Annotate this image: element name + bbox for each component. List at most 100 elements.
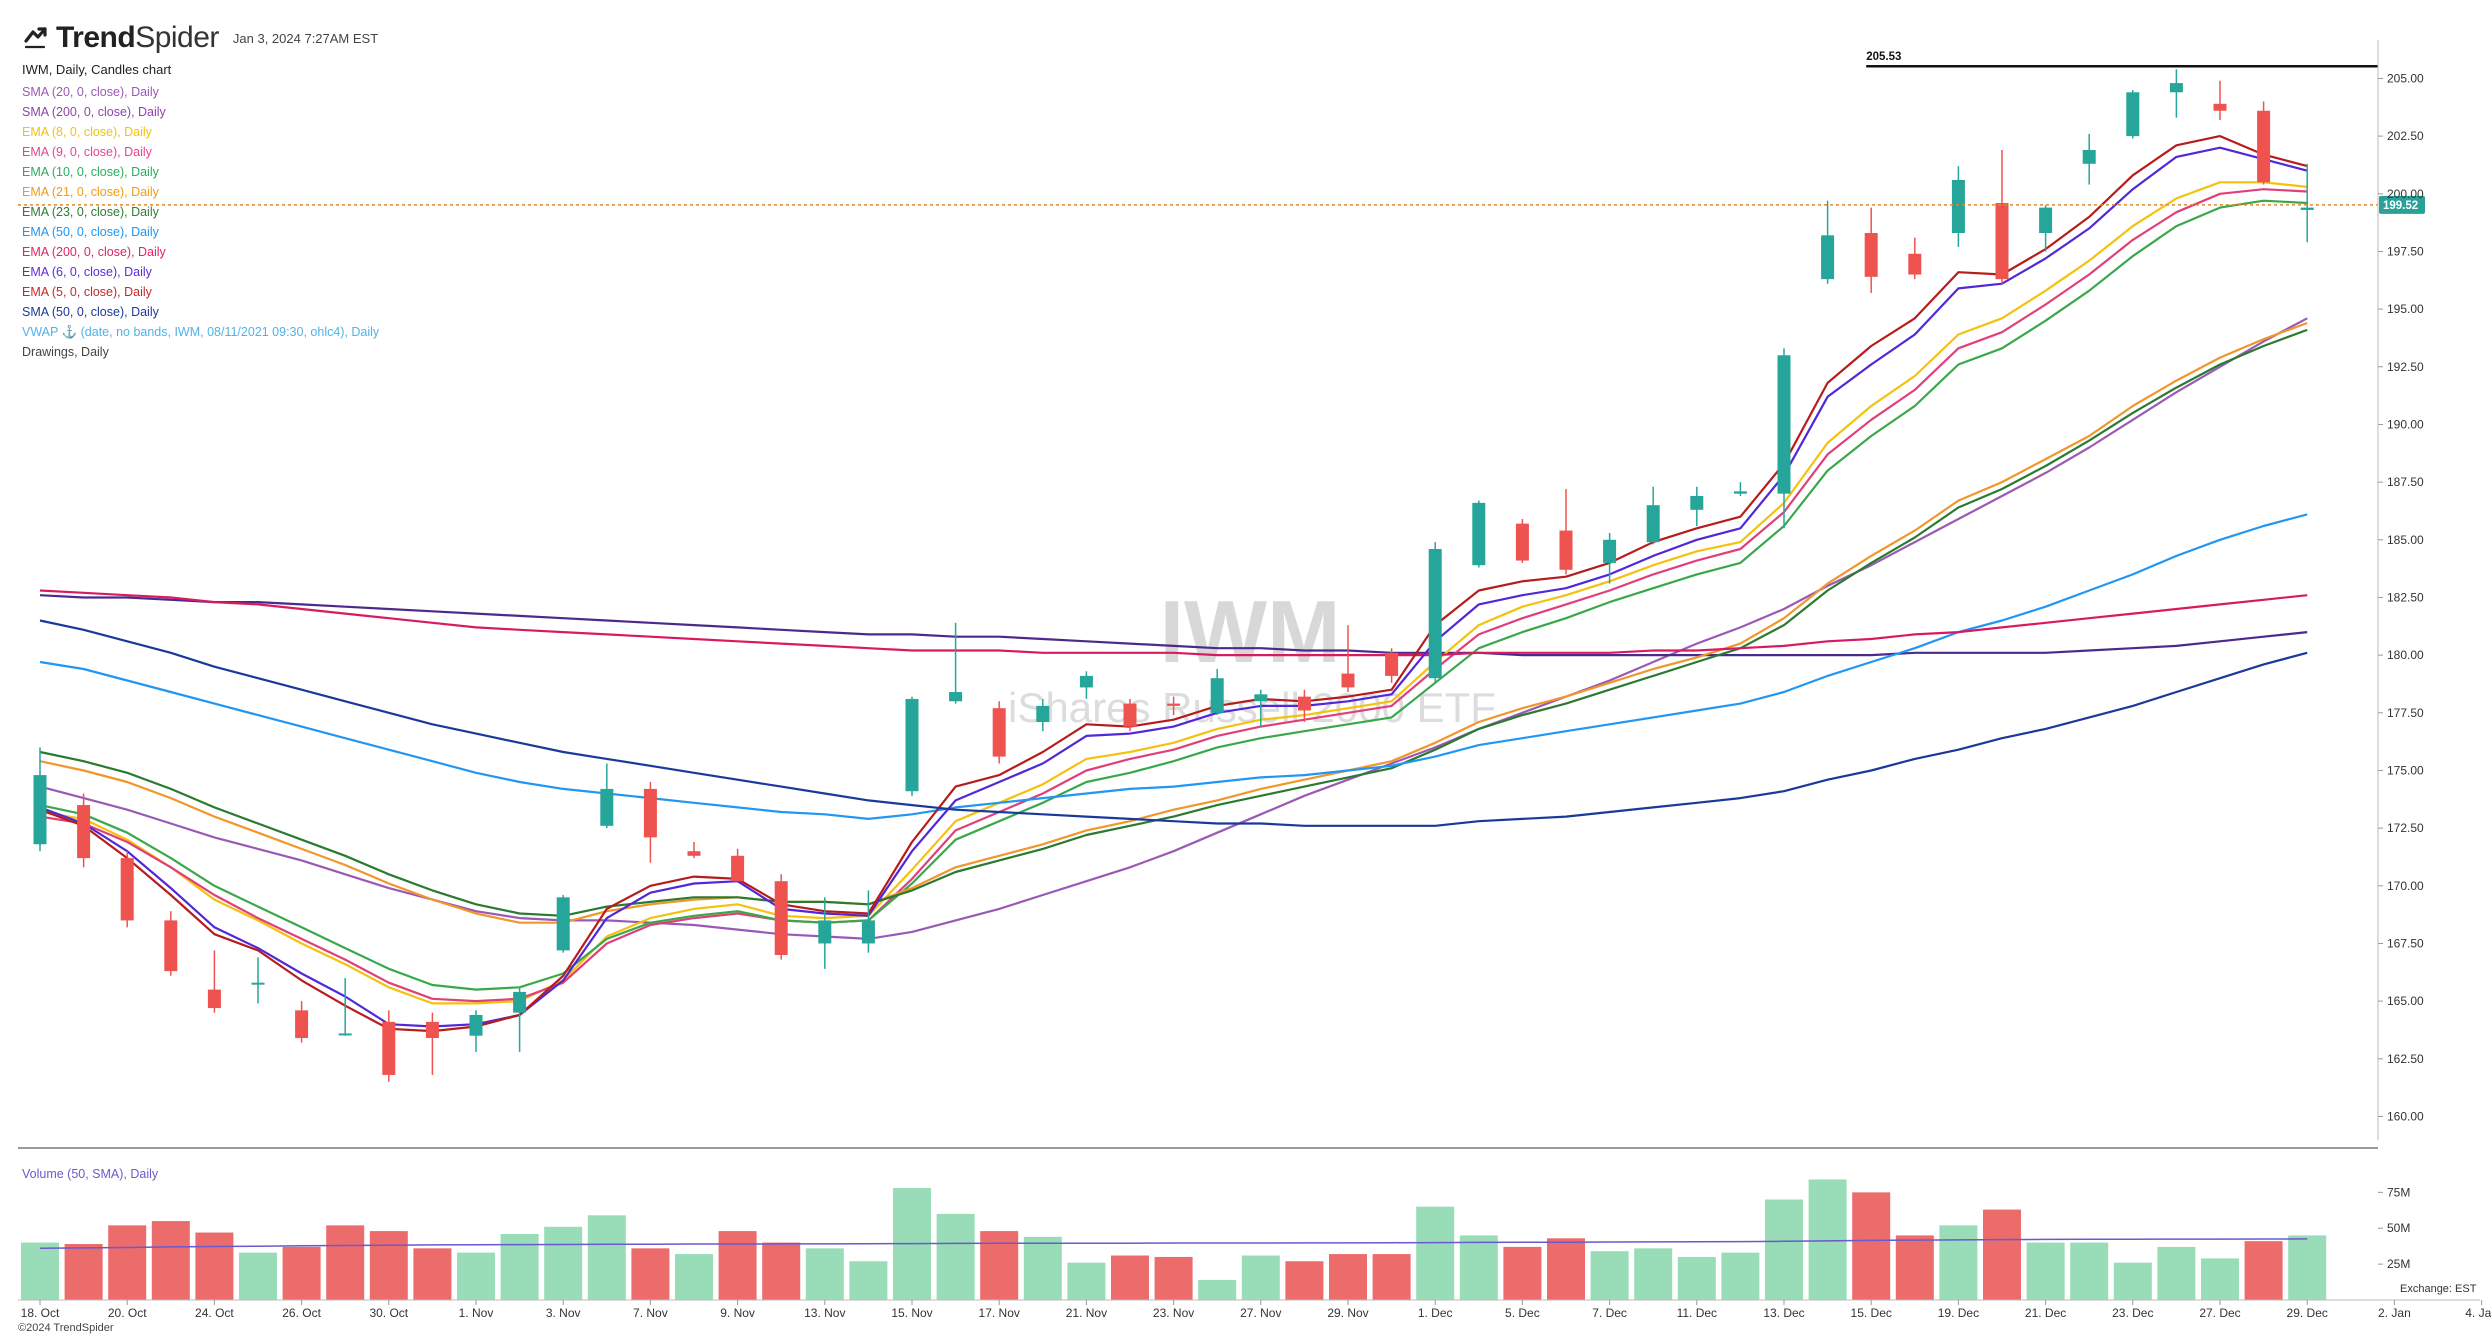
candle	[1297, 689, 1311, 723]
volume-sma-line	[39, 1238, 2308, 1250]
legend-item[interactable]: EMA (6, 0, close), Daily	[22, 265, 152, 279]
legend-title[interactable]: IWM, Daily, Candles chart	[22, 62, 172, 77]
legend-item[interactable]: Drawings, Daily	[22, 345, 109, 359]
candle	[338, 978, 352, 1036]
candle-body	[251, 982, 265, 985]
price-tick-label: 167.50	[2387, 936, 2424, 950]
time-tick-label: 1. Dec	[1418, 1306, 1453, 1320]
candle	[2039, 205, 2053, 252]
candle-body	[1559, 530, 1573, 570]
candle-body	[1821, 235, 1835, 280]
candle-body	[905, 698, 919, 792]
legend-item[interactable]: EMA (200, 0, close), Daily	[22, 245, 166, 259]
candle-body	[1341, 673, 1355, 688]
candle	[1472, 500, 1486, 568]
volume-bar	[1895, 1235, 1934, 1300]
candle	[1777, 348, 1791, 529]
volume-bar	[2113, 1262, 2152, 1300]
time-axis[interactable]: 18. Oct 20. Oct 24. Oct 26. Oct 30. Oct 1. No…	[18, 1299, 2491, 1320]
horizontal-line-drawing[interactable]: 205.53	[1866, 51, 2378, 68]
candle-body	[513, 991, 527, 1013]
volume-bar	[936, 1213, 975, 1300]
volume-bar	[2244, 1241, 2283, 1300]
volume-bar	[1634, 1248, 1673, 1300]
candle	[1603, 532, 1617, 584]
time-tick-label: 17. Nov	[979, 1306, 1020, 1320]
legend-item[interactable]: EMA (5, 0, close), Daily	[22, 285, 152, 299]
legend-item[interactable]: EMA (23, 0, close), Daily	[22, 205, 159, 219]
indicator-line	[39, 321, 2308, 924]
indicator-line	[39, 513, 2308, 821]
resistance-line-label: 205.53	[1866, 51, 1901, 63]
candle	[425, 1012, 439, 1075]
legend-item[interactable]: EMA (50, 0, close), Daily	[22, 225, 159, 239]
volume-bar	[1590, 1251, 1629, 1300]
volume-legend[interactable]: Volume (50, SMA), Daily	[22, 1167, 159, 1181]
price-tick-label: 177.50	[2387, 706, 2424, 720]
candle-body	[687, 851, 701, 856]
volume-bar	[239, 1252, 277, 1300]
volume-bar	[762, 1242, 801, 1300]
candle-body	[295, 1010, 309, 1039]
price-tick-label: 165.00	[2387, 994, 2424, 1008]
candle	[731, 848, 745, 882]
candle	[949, 622, 963, 704]
volume-bar	[1023, 1236, 1062, 1300]
legend-item[interactable]: SMA (50, 0, close), Daily	[22, 305, 159, 319]
legend-item[interactable]: EMA (9, 0, close), Daily	[22, 145, 152, 159]
candle-body	[949, 692, 963, 702]
candle	[2169, 69, 2183, 118]
volume-bar	[1416, 1206, 1455, 1300]
candle-body	[774, 881, 788, 955]
time-tick-label: 27. Nov	[1240, 1306, 1281, 1320]
candle-body	[2257, 110, 2271, 183]
indicator-legend[interactable]: IWM, Daily, Candles chart SMA (20, 0, cl…	[22, 60, 379, 362]
candle-body	[164, 920, 178, 972]
volume-bar	[675, 1254, 713, 1300]
indicator-line	[39, 146, 2308, 1028]
legend-item[interactable]: EMA (8, 0, close), Daily	[22, 125, 152, 139]
volume-bar	[108, 1225, 147, 1300]
price-tick-label: 175.00	[2387, 763, 2424, 777]
legend-item[interactable]: EMA (21, 0, close), Daily	[22, 185, 159, 199]
candle	[1210, 668, 1224, 716]
candle-body	[1123, 703, 1137, 727]
volume-bar	[151, 1221, 190, 1300]
legend-items[interactable]: SMA (20, 0, close), Daily SMA (200, 0, cl…	[22, 82, 379, 362]
candle-body	[1036, 705, 1050, 723]
volume-bar	[369, 1231, 408, 1300]
legend-item[interactable]: SMA (20, 0, close), Daily	[22, 85, 159, 99]
volume-tick-label: 50M	[2387, 1221, 2410, 1235]
indicator-line	[39, 317, 2308, 941]
price-axis[interactable]: 160.00 162.50 165.00 167.50 170.00 172.50 175.…	[2377, 40, 2424, 1140]
last-price-badge	[2379, 195, 2425, 214]
time-tick-label: 29. Nov	[1327, 1306, 1368, 1320]
time-tick-label: 3. Nov	[546, 1306, 581, 1320]
legend-item[interactable]: VWAP ⚓ (date, no bands, IWM, 08/11/2021 …	[22, 325, 380, 339]
candle	[1864, 207, 1878, 293]
time-tick-label: 29. Dec	[2287, 1306, 2328, 1320]
price-tick-label: 170.00	[2387, 879, 2424, 893]
candle-body	[2126, 92, 2140, 137]
candle-body	[731, 855, 745, 882]
volume-bar	[1329, 1254, 1367, 1300]
candle	[1908, 237, 1922, 280]
candle	[207, 950, 221, 1013]
volume-bar	[1983, 1209, 2021, 1300]
indicator-line	[39, 589, 2308, 657]
time-tick-label: 5. Dec	[1505, 1306, 1540, 1320]
candle-body	[1428, 549, 1442, 679]
time-tick-label: 13. Dec	[1763, 1306, 1804, 1320]
volume-bar	[2026, 1242, 2065, 1300]
candle-body	[1472, 502, 1486, 566]
legend-item[interactable]: SMA (200, 0, close), Daily	[22, 105, 166, 119]
volume-tick-label: 25M	[2387, 1257, 2410, 1271]
candle-body	[861, 920, 875, 944]
legend-item[interactable]: EMA (10, 0, close), Daily	[22, 165, 159, 179]
candle	[992, 701, 1006, 764]
volume-bar	[718, 1231, 757, 1300]
time-tick-label: 4. Jan	[2465, 1306, 2491, 1320]
candle	[687, 841, 701, 859]
